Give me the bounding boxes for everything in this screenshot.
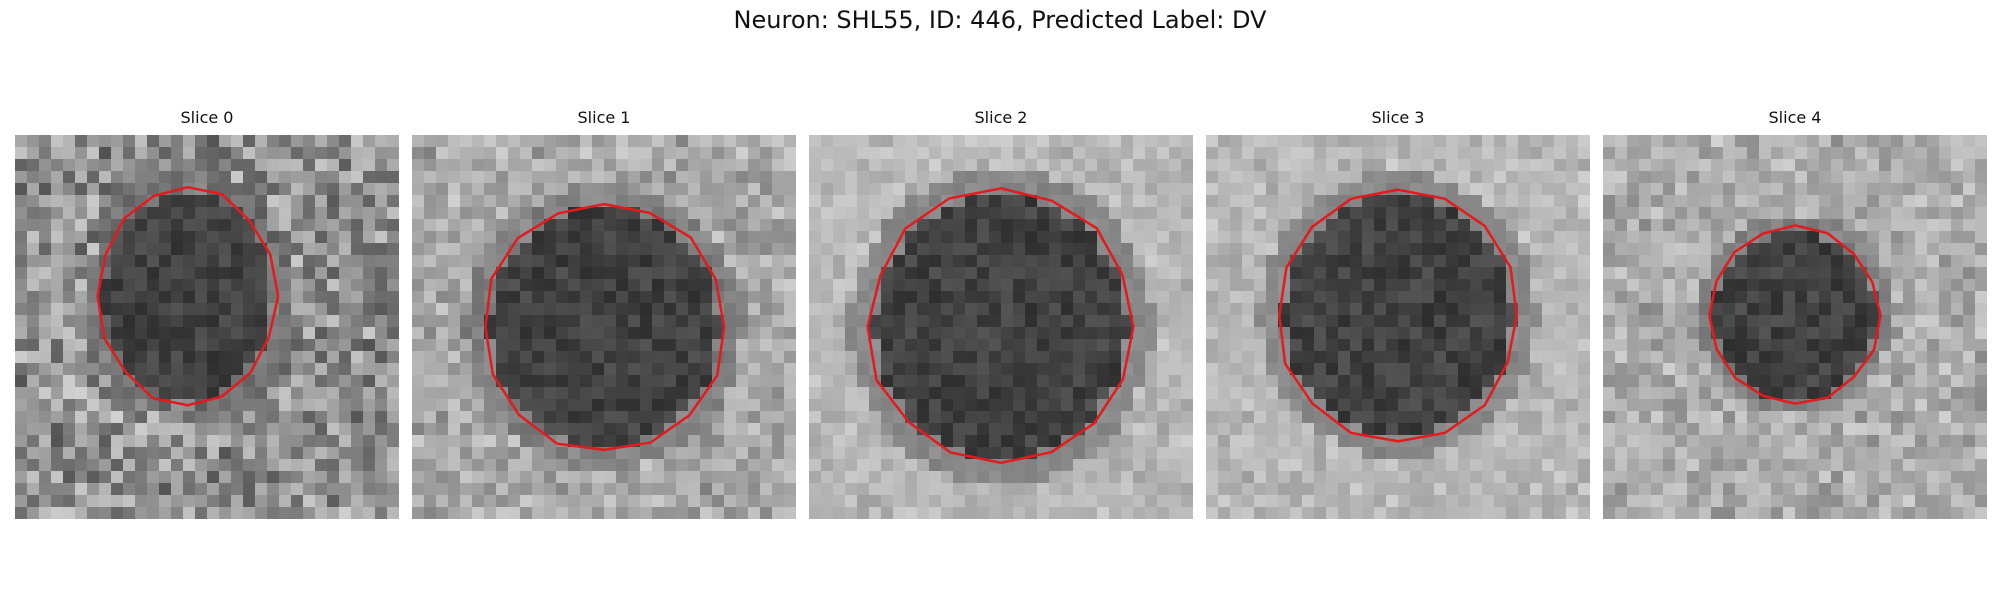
slice-title-0: Slice 0 bbox=[180, 108, 234, 127]
slice-image-1 bbox=[412, 135, 796, 519]
cell-outline bbox=[1708, 224, 1882, 405]
cell-outline bbox=[484, 202, 726, 452]
slice-image-4 bbox=[1603, 135, 1987, 519]
cell-outline bbox=[1278, 188, 1519, 443]
slice-image-0 bbox=[15, 135, 399, 519]
cell-outline bbox=[96, 185, 280, 407]
slice-title-4: Slice 4 bbox=[1768, 108, 1822, 127]
slice-panel-3: Slice 3 bbox=[1206, 107, 1590, 519]
slice-panel-4: Slice 4 bbox=[1603, 107, 1987, 519]
slice-title-1: Slice 1 bbox=[577, 108, 631, 127]
slice-image-3 bbox=[1206, 135, 1590, 519]
slice-title-2: Slice 2 bbox=[974, 108, 1028, 127]
figure-title: Neuron: SHL55, ID: 446, Predicted Label:… bbox=[733, 6, 1267, 34]
slice-panel-2: Slice 2 bbox=[809, 107, 1193, 519]
cell-outline bbox=[866, 187, 1135, 465]
slice-image-2 bbox=[809, 135, 1193, 519]
slice-panel-1: Slice 1 bbox=[412, 107, 796, 519]
slice-title-3: Slice 3 bbox=[1371, 108, 1425, 127]
slice-panel-0: Slice 0 bbox=[15, 107, 399, 519]
